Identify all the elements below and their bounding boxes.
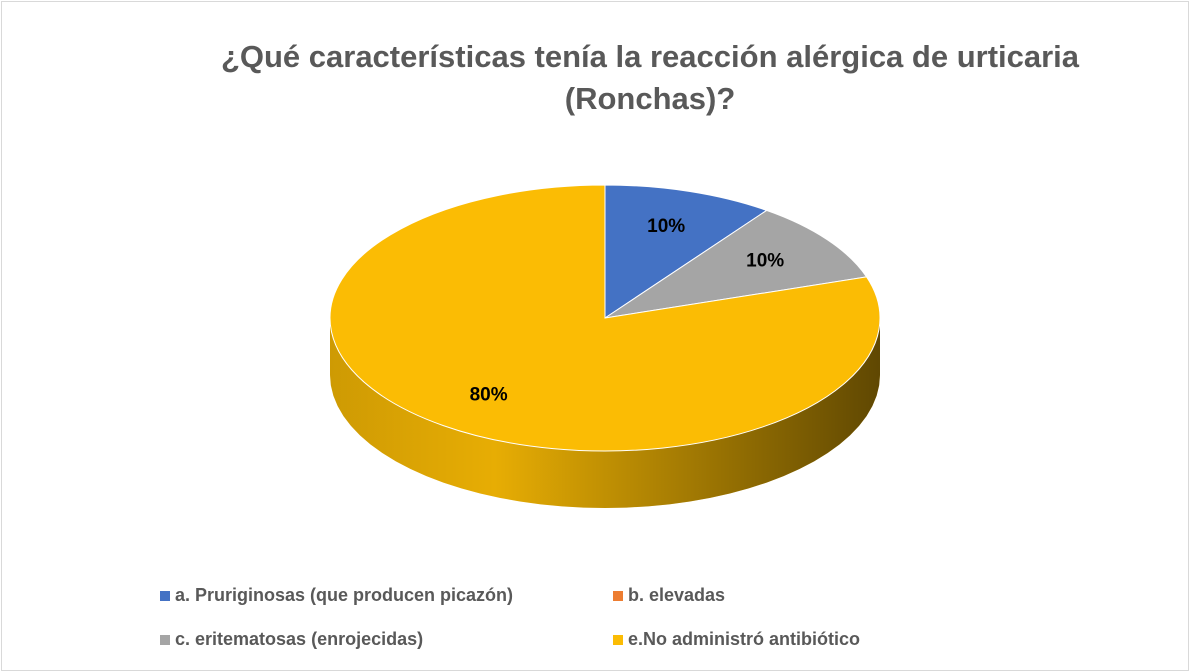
data-label: 80% bbox=[470, 384, 508, 405]
data-label: 10% bbox=[746, 251, 784, 272]
pie-slice bbox=[329, 184, 881, 452]
data-label: 10% bbox=[647, 216, 685, 237]
legend-label: e.No administró antibiótico bbox=[628, 629, 860, 649]
pie-side-shade bbox=[330, 318, 880, 508]
legend-label: b. elevadas bbox=[628, 585, 725, 605]
legend-marker bbox=[613, 591, 623, 601]
legend-label: a. Pruriginosas (que producen picazón) bbox=[175, 585, 513, 605]
legend-marker bbox=[613, 635, 623, 645]
pie-slice bbox=[604, 209, 868, 319]
pie-slice bbox=[604, 184, 768, 319]
legend-label: c. eritematosas (enrojecidas) bbox=[175, 629, 423, 649]
chart-title: ¿Qué características tenía la reacción a… bbox=[220, 39, 1080, 116]
legend-marker bbox=[160, 591, 170, 601]
legend-marker bbox=[160, 635, 170, 645]
